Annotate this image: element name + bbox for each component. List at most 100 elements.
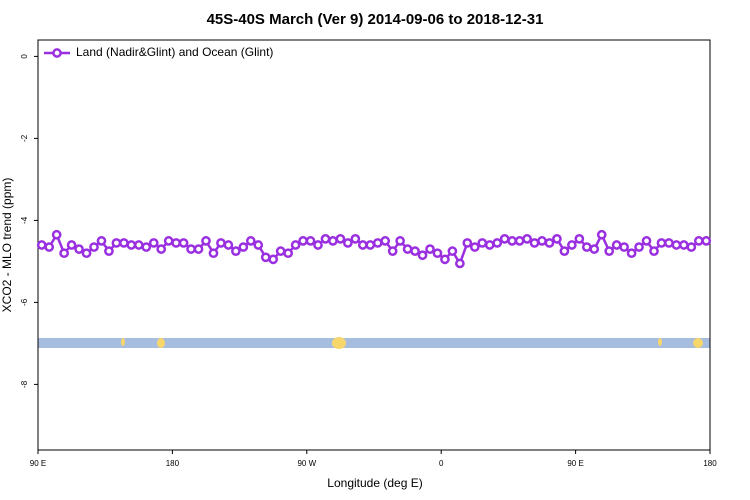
data-point — [51, 229, 62, 240]
data-point — [484, 240, 495, 250]
data-point — [537, 236, 547, 246]
legend-marker — [52, 48, 62, 58]
data-point — [619, 242, 629, 252]
land-patch — [121, 338, 125, 346]
data-point — [402, 244, 413, 254]
data-point — [290, 240, 301, 250]
data-point — [66, 240, 77, 250]
data-point — [581, 242, 592, 252]
data-point — [245, 236, 256, 246]
data-point — [604, 246, 615, 256]
data-point — [141, 242, 152, 252]
data-point — [410, 246, 420, 256]
data-point — [328, 236, 338, 246]
y-tick-label: -4 — [20, 216, 29, 224]
data-point — [440, 254, 450, 265]
data-point — [567, 240, 577, 250]
data-point — [223, 240, 234, 250]
chart-title: 45S-40S March (Ver 9) 2014-09-06 to 2018… — [207, 11, 544, 28]
data-point — [432, 248, 443, 259]
data-point — [119, 238, 129, 248]
data-point — [417, 250, 428, 261]
data-point — [59, 248, 69, 259]
data-point — [320, 234, 331, 244]
data-point — [679, 240, 689, 250]
data-point — [492, 238, 503, 248]
data-point — [343, 238, 353, 248]
data-point — [462, 238, 473, 248]
data-point — [372, 238, 383, 248]
data-point — [313, 240, 323, 250]
data-point — [671, 240, 682, 250]
land-patch — [157, 338, 165, 348]
ocean-band — [38, 338, 710, 348]
data-point — [626, 248, 637, 259]
data-point — [395, 236, 405, 246]
data-point — [74, 244, 84, 254]
data-point — [178, 238, 189, 248]
data-point — [36, 240, 47, 250]
data-point — [596, 229, 607, 240]
data-point — [89, 242, 99, 252]
data-point — [335, 234, 346, 244]
data-point — [260, 252, 271, 263]
data-point — [81, 248, 92, 259]
data-point — [111, 238, 122, 248]
x-tick-label: 90 W — [297, 459, 316, 468]
data-point — [193, 244, 204, 254]
data-point — [186, 244, 196, 254]
data-point — [447, 246, 458, 256]
data-point — [305, 236, 316, 246]
data-point — [238, 242, 249, 252]
data-point — [574, 234, 585, 244]
data-point — [298, 236, 308, 246]
data-point — [507, 236, 517, 246]
data-point — [216, 238, 226, 248]
data-point — [126, 240, 137, 250]
data-point — [96, 236, 107, 246]
y-tick-label: -2 — [20, 134, 29, 142]
data-point — [231, 246, 241, 256]
data-point — [693, 236, 704, 246]
data-point — [133, 240, 144, 250]
y-tick-label: -8 — [20, 380, 29, 388]
data-point — [634, 242, 644, 252]
data-point — [514, 236, 525, 246]
land-mask-band — [38, 337, 710, 349]
data-point — [664, 238, 674, 248]
land-patch — [332, 337, 346, 349]
x-tick-label: 90 E — [567, 459, 583, 468]
x-tick-label: 180 — [703, 459, 717, 468]
data-point — [477, 238, 488, 248]
data-point — [611, 240, 622, 250]
data-point — [44, 242, 55, 252]
data-point — [544, 238, 555, 248]
data-point — [387, 246, 398, 256]
data-point — [208, 248, 219, 259]
data-point — [268, 254, 279, 265]
data-point — [171, 238, 181, 248]
data-point — [656, 238, 667, 248]
data-point — [365, 240, 376, 250]
data-point — [455, 258, 465, 269]
data-point — [559, 246, 570, 256]
x-tick-label: 0 — [439, 459, 444, 468]
data-point — [156, 244, 167, 254]
y-tick-label: 0 — [20, 54, 29, 59]
data-point — [357, 240, 368, 250]
land-patch — [693, 338, 703, 348]
x-axis-label: Longitude (deg E) — [327, 476, 422, 490]
data-point — [380, 236, 391, 246]
data-point — [686, 242, 697, 252]
data-point — [163, 236, 174, 246]
data-point — [522, 234, 532, 244]
data-point — [104, 246, 114, 256]
data-point — [641, 236, 652, 246]
data-point — [201, 236, 211, 246]
data-point — [529, 238, 540, 248]
y-axis-label: XCO2 - MLO trend (ppm) — [0, 178, 14, 313]
data-point — [469, 242, 480, 252]
data-point — [552, 234, 562, 244]
